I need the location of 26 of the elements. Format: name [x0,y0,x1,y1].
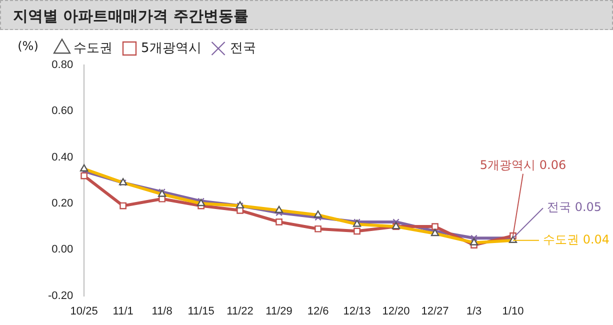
x-tick-label: 11/22 [226,305,254,318]
legend-label: 전국 [230,40,256,56]
legend-label: 수도권 [74,40,112,56]
x-tick-label: 11/1 [112,305,134,318]
y-tick-label: 0.60 [52,105,74,118]
annotation: 수도권 0.04 [543,232,610,247]
annotation: 5개광역시 0.06 [480,158,566,172]
y-tick-label: 0.40 [52,151,74,164]
chart-title: 지역별 아파트매매가격 주간변동률 [0,0,613,30]
x-tick-label: 12/27 [421,305,449,318]
x-tick-label: 12/20 [382,305,410,318]
y-tick-label: 0.20 [52,198,74,210]
x-tick-label: 1/3 [466,305,482,318]
y-tick-label: -0.20 [48,290,74,302]
x-tick-label: 1/10 [502,305,524,318]
x-tick-label: 11/15 [188,305,214,318]
x-tick-label: 11/8 [152,305,172,318]
x-tick-label: 10/25 [70,305,98,318]
x-tick-label: 12/6 [307,305,329,318]
legend-label: 5개광역시 [141,40,202,56]
y-tick-label: 0.80 [52,59,74,72]
x-tick-label: 12/13 [343,305,371,318]
y-tick-label: 0.00 [52,244,74,256]
annotation: 전국 0.05 [547,200,602,214]
x-tick-label: 11/29 [266,305,292,318]
y-axis-title: (%) [18,39,38,54]
